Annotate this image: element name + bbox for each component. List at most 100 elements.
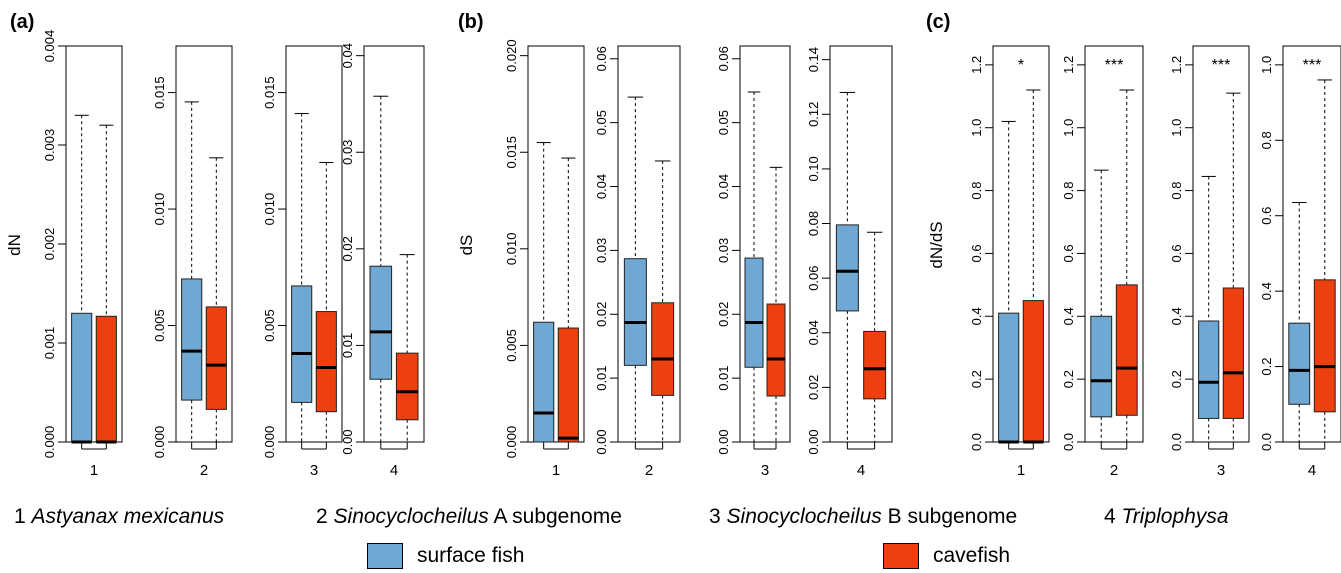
y-tick-label: 0.6 — [969, 244, 984, 262]
boxplot-figure: (a)dN0.0000.0010.0020.0030.00410.0000.00… — [5, 11, 1341, 479]
y-tick-label: 0.00 — [340, 429, 355, 454]
x-tick-label: 3 — [310, 462, 318, 479]
y-tick-label: 0.06 — [594, 46, 609, 71]
caption-2-suffix: A subgenome — [488, 505, 622, 528]
box-cave — [95, 124, 117, 444]
y-tick-label: 0.004 — [42, 30, 57, 63]
box-iqr — [766, 303, 786, 397]
y-tick-label: 0.000 — [504, 426, 519, 459]
y-tick-label: 1.2 — [969, 56, 984, 74]
subplot-1: 0.0 0.2 0.4 0.6 0.8 1.0 1.2 1 * — [969, 45, 1050, 479]
x-tick-label: 3 — [1217, 462, 1225, 479]
caption-1: 1 Astyanax mexicanus — [14, 505, 224, 529]
panel-3: (c) dN/dS 0.0 0.2 0.4 0.6 0.8 1.0 1.2 1 * 0.0 0.2 0.4… — [926, 11, 1341, 479]
box-surface — [1198, 175, 1220, 443]
y-tick-label: 0.10 — [806, 156, 821, 181]
box-iqr — [291, 285, 313, 403]
y-tick-label: 1.0 — [1259, 56, 1274, 74]
subplot-2: 0.000 0.005 0.010 0.015 2 — [152, 45, 233, 479]
y-tick-label: 0.4 — [1061, 307, 1076, 325]
box-cave — [395, 254, 419, 443]
box-iqr — [1198, 320, 1220, 419]
y-tick-label: 1.0 — [1169, 119, 1184, 137]
x-tick-label: 2 — [645, 462, 653, 479]
caption-4: 4 Triplophysa — [1104, 505, 1229, 529]
box-iqr — [557, 327, 579, 443]
caption-4-species: Triplophysa — [1121, 505, 1229, 528]
caption-2-num: 2 — [316, 505, 328, 528]
box-cave — [1313, 79, 1336, 443]
box-cave — [315, 161, 337, 443]
box-cave — [651, 160, 675, 443]
box-iqr — [863, 330, 887, 400]
box-surface — [181, 101, 203, 443]
y-tick-label: 0.03 — [716, 238, 731, 263]
y-tick-label: 0.8 — [1259, 131, 1274, 149]
subplot-3: 0.0 0.2 0.4 0.6 0.8 1.0 1.2 3 *** — [1169, 45, 1250, 479]
y-tick-label: 0.2 — [1169, 370, 1184, 388]
box-surface — [369, 95, 393, 443]
y-tick-label: 0.000 — [152, 426, 167, 459]
y-tick-label: 0.02 — [716, 302, 731, 327]
y-tick-label: 1.2 — [1061, 56, 1076, 74]
subplot-2: 0.00 0.01 0.02 0.03 0.04 0.05 0.06 2 — [594, 45, 681, 479]
y-tick-label: 0.2 — [1259, 358, 1274, 376]
y-tick-label: 1.2 — [1169, 56, 1184, 74]
subplot-4: 0.00 0.02 0.04 0.06 0.08 0.10 0.12 0.14 4 — [806, 45, 893, 479]
caption-2-species: Sinocyclocheilus — [333, 505, 489, 528]
y-tick-label: 1.0 — [969, 119, 984, 137]
box-iqr — [1222, 287, 1244, 419]
y-tick-label: 0.6 — [1169, 244, 1184, 262]
y-tick-label: 0.01 — [340, 333, 355, 358]
y-tick-label: 0.005 — [262, 309, 277, 342]
box-iqr — [71, 312, 93, 443]
x-tick-label: 1 — [552, 462, 560, 479]
box-iqr — [1022, 300, 1044, 443]
box-surface — [744, 91, 764, 443]
y-tick-label: 0.02 — [594, 302, 609, 327]
y-tick-label: 0.08 — [806, 211, 821, 236]
box-iqr — [1090, 315, 1113, 418]
box-iqr — [835, 224, 859, 312]
box-iqr — [1115, 284, 1138, 416]
x-tick-label: 1 — [1017, 462, 1025, 479]
y-tick-label: 0.14 — [806, 47, 821, 72]
y-tick-label: 0.01 — [594, 365, 609, 390]
box-iqr — [205, 306, 227, 410]
y-axis-label: dN/dS — [927, 221, 946, 268]
y-tick-label: 0.010 — [262, 193, 277, 226]
box-surface — [71, 114, 93, 444]
y-tick-label: 0.010 — [152, 193, 167, 226]
x-tick-label: 4 — [1308, 462, 1316, 479]
y-tick-label: 0.0 — [969, 433, 984, 451]
legend-cave-label: cavefish — [933, 544, 1011, 567]
subplot-1: 0.000 0.001 0.002 0.003 0.004 1 — [42, 30, 123, 479]
box-cave — [863, 231, 887, 443]
significance-marker: *** — [1212, 57, 1231, 74]
y-tick-label: 0.06 — [806, 265, 821, 290]
y-tick-label: 0.06 — [716, 46, 731, 71]
box-iqr — [1313, 279, 1336, 413]
y-tick-label: 0.005 — [504, 329, 519, 362]
subplot-3: 0.00 0.01 0.02 0.03 0.04 0.05 0.06 3 — [716, 45, 791, 479]
y-tick-label: 0.8 — [969, 182, 984, 200]
box-surface — [835, 91, 859, 443]
y-tick-label: 0.04 — [806, 320, 821, 345]
significance-marker: * — [1018, 57, 1024, 74]
y-tick-label: 0.04 — [340, 43, 355, 68]
box-cave — [557, 157, 579, 443]
x-tick-label: 1 — [90, 462, 98, 479]
y-tick-label: 0.00 — [594, 429, 609, 454]
caption-1-species: Astyanax mexicanus — [31, 505, 225, 528]
y-tick-label: 0.4 — [1259, 282, 1274, 300]
box-surface — [1288, 202, 1311, 443]
y-tick-label: 0.001 — [42, 327, 57, 360]
caption-3-num: 3 — [709, 505, 721, 528]
x-tick-label: 4 — [390, 462, 398, 479]
y-tick-label: 0.8 — [1061, 182, 1076, 200]
box-surface — [623, 96, 647, 443]
box-iqr — [623, 258, 647, 366]
box-iqr — [744, 257, 764, 368]
caption-2: 2 Sinocyclocheilus A subgenome — [316, 505, 622, 529]
box-iqr — [395, 352, 419, 421]
